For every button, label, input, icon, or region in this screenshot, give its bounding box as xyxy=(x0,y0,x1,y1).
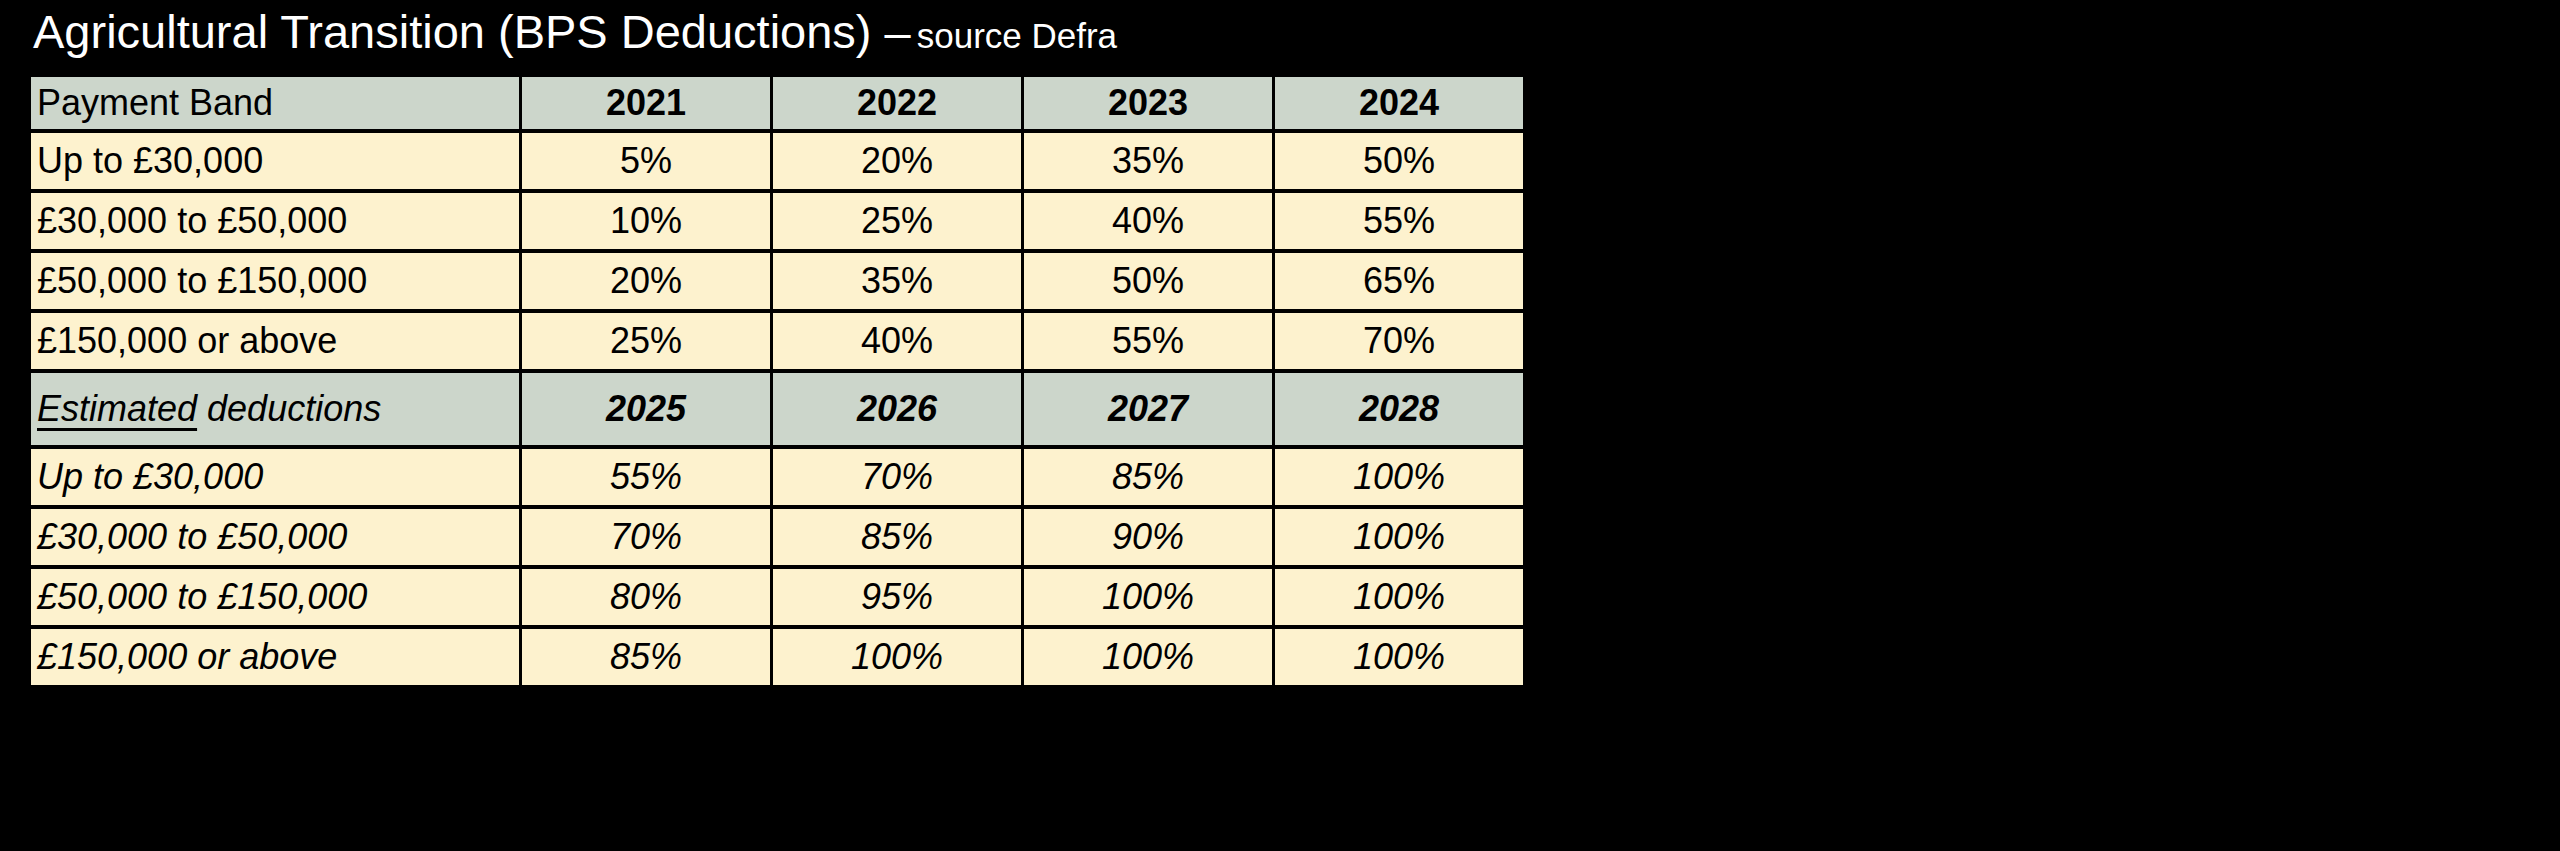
table-row: Up to £30,000 55% 70% 85% 100% xyxy=(30,447,1525,507)
value-cell: 100% xyxy=(1274,627,1525,687)
value-cell: 85% xyxy=(521,627,772,687)
year-header-2028: 2028 xyxy=(1274,371,1525,447)
value-cell: 10% xyxy=(521,191,772,251)
page-title-main: Agricultural Transition (BPS Deductions)… xyxy=(33,5,911,58)
value-cell: 25% xyxy=(521,311,772,371)
table-row: £150,000 or above 85% 100% 100% 100% xyxy=(30,627,1525,687)
table-row: £30,000 to £50,000 70% 85% 90% 100% xyxy=(30,507,1525,567)
value-cell: 85% xyxy=(1023,447,1274,507)
value-cell: 100% xyxy=(1274,507,1525,567)
value-cell: 100% xyxy=(772,627,1023,687)
value-cell: 50% xyxy=(1274,131,1525,191)
page-title: Agricultural Transition (BPS Deductions)… xyxy=(33,4,1117,59)
value-cell: 55% xyxy=(1274,191,1525,251)
estimated-deductions-header-cell: Estimated deductions xyxy=(30,371,521,447)
table-row: £50,000 to £150,000 20% 35% 50% 65% xyxy=(30,251,1525,311)
value-cell: 90% xyxy=(1023,507,1274,567)
value-cell: 50% xyxy=(1023,251,1274,311)
band-cell: £50,000 to £150,000 xyxy=(30,251,521,311)
estimated-label-underlined: Estimated xyxy=(37,388,197,429)
table-row: £50,000 to £150,000 80% 95% 100% 100% xyxy=(30,567,1525,627)
value-cell: 70% xyxy=(521,507,772,567)
year-header-2025: 2025 xyxy=(521,371,772,447)
value-cell: 65% xyxy=(1274,251,1525,311)
value-cell: 100% xyxy=(1274,567,1525,627)
value-cell: 20% xyxy=(772,131,1023,191)
value-cell: 40% xyxy=(772,311,1023,371)
page-title-source: source Defra xyxy=(917,16,1117,55)
value-cell: 70% xyxy=(1274,311,1525,371)
band-cell: £30,000 to £50,000 xyxy=(30,507,521,567)
value-cell: 100% xyxy=(1274,447,1525,507)
table-header-row-estimated: Estimated deductions 2025 2026 2027 2028 xyxy=(30,371,1525,447)
value-cell: 100% xyxy=(1023,627,1274,687)
value-cell: 55% xyxy=(521,447,772,507)
value-cell: 35% xyxy=(1023,131,1274,191)
year-header-2026: 2026 xyxy=(772,371,1023,447)
value-cell: 35% xyxy=(772,251,1023,311)
year-header-2027: 2027 xyxy=(1023,371,1274,447)
band-cell: £50,000 to £150,000 xyxy=(30,567,521,627)
value-cell: 70% xyxy=(772,447,1023,507)
table-row: Up to £30,000 5% 20% 35% 50% xyxy=(30,131,1525,191)
bps-deductions-table: Payment Band 2021 2022 2023 2024 Up to £… xyxy=(28,73,1526,689)
value-cell: 5% xyxy=(521,131,772,191)
band-cell: Up to £30,000 xyxy=(30,447,521,507)
year-header-2021: 2021 xyxy=(521,75,772,131)
value-cell: 40% xyxy=(1023,191,1274,251)
value-cell: 80% xyxy=(521,567,772,627)
table-row: £30,000 to £50,000 10% 25% 40% 55% xyxy=(30,191,1525,251)
value-cell: 95% xyxy=(772,567,1023,627)
table-header-row-actual: Payment Band 2021 2022 2023 2024 xyxy=(30,75,1525,131)
table-row: £150,000 or above 25% 40% 55% 70% xyxy=(30,311,1525,371)
estimated-label-rest: deductions xyxy=(197,388,381,429)
value-cell: 55% xyxy=(1023,311,1274,371)
year-header-2023: 2023 xyxy=(1023,75,1274,131)
value-cell: 85% xyxy=(772,507,1023,567)
band-cell: £30,000 to £50,000 xyxy=(30,191,521,251)
year-header-2024: 2024 xyxy=(1274,75,1525,131)
value-cell: 100% xyxy=(1023,567,1274,627)
value-cell: 20% xyxy=(521,251,772,311)
payment-band-header-cell: Payment Band xyxy=(30,75,521,131)
value-cell: 25% xyxy=(772,191,1023,251)
band-cell: £150,000 or above xyxy=(30,311,521,371)
band-cell: Up to £30,000 xyxy=(30,131,521,191)
band-cell: £150,000 or above xyxy=(30,627,521,687)
year-header-2022: 2022 xyxy=(772,75,1023,131)
